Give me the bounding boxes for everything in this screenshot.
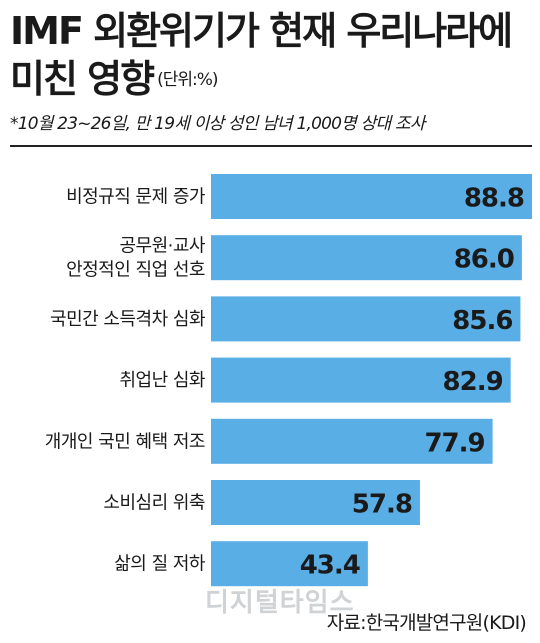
category-label: 소비심리 위축	[103, 493, 205, 514]
category-label: 개개인 국민 혜택 저조	[45, 431, 205, 452]
header-divider	[10, 145, 532, 147]
category-label: 공무원·교사 안정적인 직업 선호	[66, 236, 206, 281]
value-label: 77.9	[424, 428, 484, 458]
bar-chart: 비정규직 문제 증가 88.8 공무원·교사 안정적인 직업 선호 86.0 국민간 소득…	[45, 174, 532, 587]
bar	[211, 296, 521, 342]
value-label: 88.8	[464, 184, 524, 214]
chart-title-text: 미친 영향	[10, 57, 155, 101]
bar	[211, 418, 493, 464]
source-note: 자료:한국개발연구원(KDI)	[326, 612, 527, 634]
unit-label: (단위:%)	[157, 70, 218, 90]
chart-title: IMF 외환위기가 현재 우리나라에	[10, 9, 513, 53]
category-label: 국민간 소득격차 심화	[50, 309, 205, 330]
value-label: 43.4	[300, 551, 360, 581]
bar	[211, 357, 511, 403]
bar	[211, 480, 420, 525]
bar	[211, 541, 368, 587]
category-label: 비정규직 문제 증가	[66, 187, 205, 208]
category-label: 취업난 심화	[119, 370, 205, 391]
bar	[211, 235, 522, 281]
chart-title-line2: 미친 영향 (단위:%)	[10, 57, 219, 101]
bar	[211, 174, 532, 219]
value-label: 85.6	[452, 306, 512, 336]
value-label: 82.9	[443, 367, 503, 397]
watermark: 디지털타임스	[205, 588, 355, 618]
category-label: 삶의 질 저하	[114, 554, 206, 575]
value-label: 86.0	[454, 245, 514, 275]
value-label: 57.8	[352, 490, 412, 520]
survey-note: *10월 23~26일, 만 19세 이상 성인 남녀 1,000명 상대 조사	[10, 114, 425, 134]
